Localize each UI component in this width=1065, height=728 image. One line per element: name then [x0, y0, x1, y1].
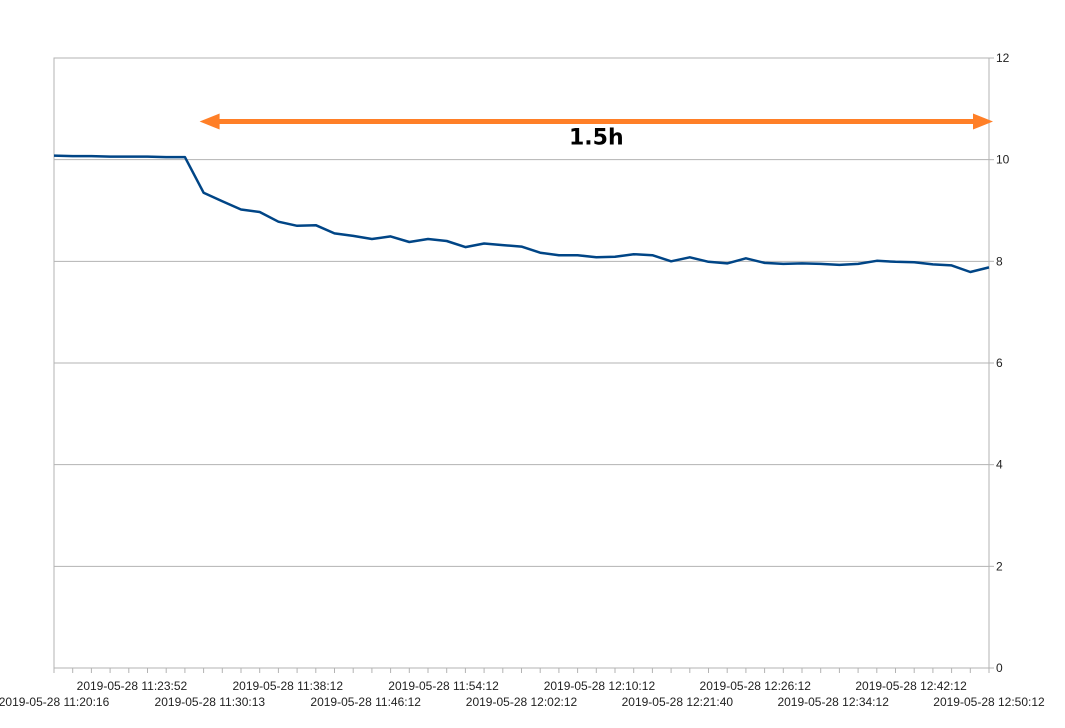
x-axis-ticks: 2019-05-28 11:20:16 2019-05-28 11:23:52 20…	[0, 668, 1045, 709]
annotation-arrowhead-right	[973, 113, 993, 130]
y-tick-label: 8	[996, 254, 1003, 268]
x-tick-label: 2019-05-28 11:30:13	[155, 695, 266, 709]
x-tick-label: 2019-05-28 12:21:40	[622, 695, 734, 709]
x-tick-label: 2019-05-28 11:54:12	[388, 679, 499, 693]
x-tick-label: 2019-05-28 12:50:12	[933, 695, 1045, 709]
x-tick-label: 2019-05-28 11:20:16	[0, 695, 110, 709]
x-tick-label: 2019-05-28 11:46:12	[310, 695, 421, 709]
y-tick-label: 0	[996, 661, 1003, 675]
x-tick-label: 2019-05-28 12:42:12	[855, 679, 967, 693]
y-tick-label: 6	[996, 356, 1003, 370]
series-line	[53, 154, 990, 274]
annotation-group: 1.5h	[199, 113, 993, 151]
y-tick-label: 10	[996, 153, 1010, 167]
x-tick-label: 2019-05-28 12:34:12	[777, 695, 889, 709]
x-tick-label: 2019-05-28 12:10:12	[544, 679, 656, 693]
y-axis-ticks: 0 2 4 6 8 10 12	[989, 51, 1010, 675]
series-group	[53, 154, 990, 274]
y-tick-label: 2	[996, 559, 1003, 573]
gridlines	[54, 159, 989, 567]
x-tick-label: 2019-05-28 12:02:12	[466, 695, 578, 709]
x-tick-label: 2019-05-28 12:26:12	[700, 679, 812, 693]
y-tick-label: 12	[996, 51, 1010, 65]
x-tick-label: 2019-05-28 11:38:12	[232, 679, 343, 693]
annotation-arrowhead-left	[199, 113, 220, 130]
y-tick-label: 4	[996, 458, 1003, 472]
annotation-label: 1.5h	[569, 126, 624, 151]
x-tick-label: 2019-05-28 11:23:52	[77, 679, 188, 693]
